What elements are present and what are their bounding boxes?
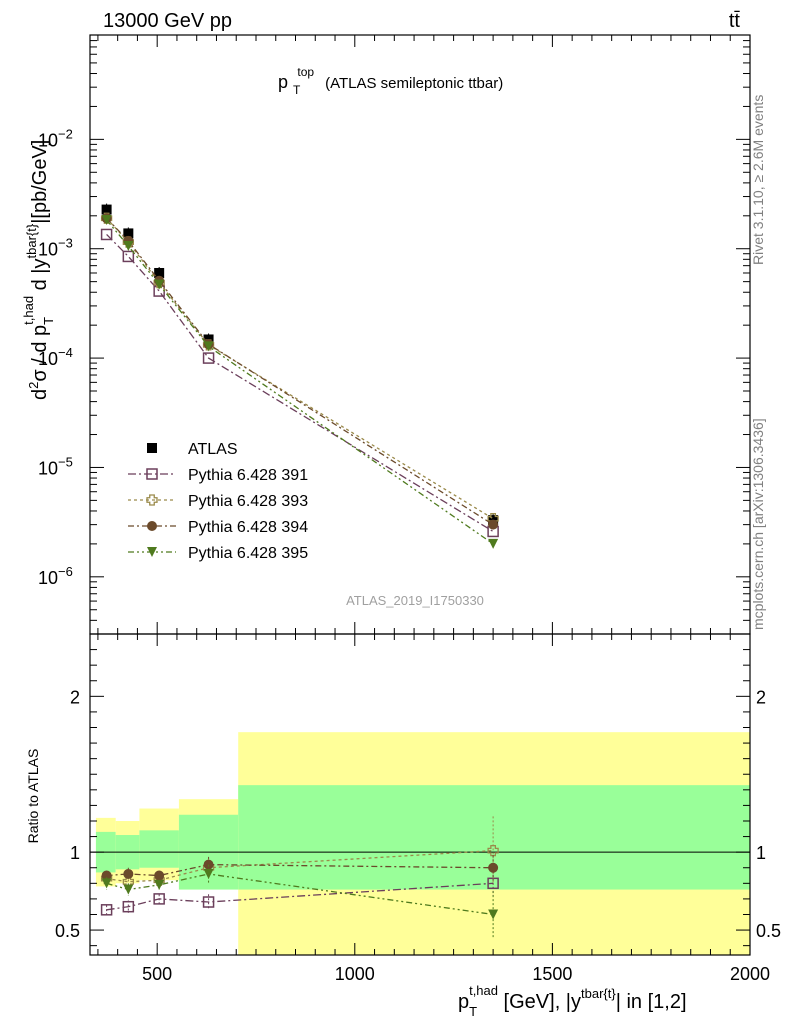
ratio-series-p391 bbox=[100, 870, 499, 916]
ratio-y-tick-label-right: 2 bbox=[756, 687, 766, 707]
ratio-point-p394 bbox=[101, 870, 112, 881]
ratio-y-tick-label: 1 bbox=[70, 843, 80, 863]
y-tick-label: 10−2 bbox=[38, 126, 73, 150]
ratio-point-p395 bbox=[101, 878, 112, 889]
legend-marker-atlas bbox=[147, 443, 157, 453]
point-atlas bbox=[154, 267, 165, 278]
ratio-frame bbox=[89, 633, 751, 956]
legend: ATLAS Pythia 6.428 391 Pythia 6.428 393 Pyt… bbox=[128, 441, 308, 562]
ratio-point-p391 bbox=[202, 896, 215, 908]
plot-title: p T top (ATLAS semileptonic ttbar) bbox=[278, 60, 503, 98]
band-inner-2 bbox=[139, 830, 179, 868]
point-p395 bbox=[488, 538, 499, 549]
y-tick-label: 10−3 bbox=[38, 236, 73, 260]
title-sup: top bbox=[297, 65, 314, 79]
legend-item-atlas: ATLAS bbox=[147, 441, 238, 458]
ratio-point-p394 bbox=[154, 870, 165, 881]
legend-marker-p393 bbox=[146, 494, 158, 506]
point-p391 bbox=[202, 352, 215, 364]
series-p395 bbox=[101, 215, 499, 549]
x-axis-title: pTt,had [GeV], |ytbar{t}| in [1,2] bbox=[458, 983, 687, 1019]
legend-marker-p394 bbox=[147, 521, 157, 531]
point-p395 bbox=[203, 341, 214, 352]
process-label: tt̄ bbox=[729, 10, 741, 32]
legend-label-p393: Pythia 6.428 393 bbox=[188, 493, 308, 510]
legend-label-p394: Pythia 6.428 394 bbox=[188, 519, 308, 536]
ratio-point-p391 bbox=[100, 904, 113, 916]
ratio-uncertainty-bands bbox=[95, 732, 750, 955]
point-atlas bbox=[123, 228, 134, 239]
ratio-point-p391 bbox=[487, 877, 499, 890]
band-inner-4 bbox=[238, 785, 750, 890]
legend-item-p395: Pythia 6.428 395 bbox=[128, 545, 308, 562]
x-tick-label: 1000 bbox=[335, 964, 375, 984]
x-tick-label: 1500 bbox=[532, 964, 572, 984]
legend-label-atlas: ATLAS bbox=[188, 441, 238, 458]
title-sub: T bbox=[293, 83, 301, 97]
ratio-series-p395 bbox=[101, 864, 499, 938]
legend-item-p394: Pythia 6.428 394 bbox=[128, 519, 308, 536]
x-tick-label: 500 bbox=[142, 964, 172, 984]
point-p394 bbox=[488, 519, 499, 530]
ratio-y-axis-title: Ratio to ATLAS bbox=[25, 749, 41, 844]
ratio-point-p395 bbox=[154, 879, 165, 890]
legend-label-p391: Pythia 6.428 391 bbox=[188, 467, 308, 484]
series-line-p395 bbox=[106, 219, 494, 545]
axes: 500 1000 1500 2000 10−6 10−5 10−4 10−3 10−2 0.5 0.… bbox=[38, 34, 781, 984]
point-atlas bbox=[101, 204, 112, 215]
y-tick-label: 10−5 bbox=[38, 454, 73, 478]
legend-item-p393: Pythia 6.428 393 bbox=[128, 493, 308, 510]
x-tick-label: 2000 bbox=[730, 964, 770, 984]
title-main: p bbox=[278, 72, 288, 92]
main-series bbox=[100, 203, 499, 549]
series-line-p391 bbox=[106, 234, 494, 532]
ratio-point-p393 bbox=[487, 844, 499, 857]
ratio-series bbox=[100, 816, 499, 938]
ratio-point-p395 bbox=[203, 868, 214, 879]
ratio-point-p391 bbox=[153, 893, 165, 905]
mcplots-label: mcplots.cern.ch [arXiv:1306.3436] bbox=[750, 418, 766, 630]
energy-label: 13000 GeV pp bbox=[103, 10, 232, 32]
point-p395 bbox=[101, 215, 112, 226]
point-p395 bbox=[154, 279, 165, 290]
point-p391 bbox=[100, 228, 113, 241]
ratio-y-tick-label-right: 0.5 bbox=[756, 921, 781, 941]
ratio-point-p394 bbox=[123, 868, 134, 879]
ratio-y-tick-label: 2 bbox=[70, 687, 80, 707]
legend-marker-p395 bbox=[147, 547, 157, 557]
ratio-point-p391 bbox=[122, 900, 135, 913]
y-tick-label: 10−4 bbox=[38, 345, 73, 369]
title-rest: (ATLAS semileptonic ttbar) bbox=[325, 75, 503, 92]
ratio-point-p394 bbox=[488, 862, 499, 873]
svg-text:pTt,had [GeV], |ytbar{t}| in [: pTt,had [GeV], |ytbar{t}| in [1,2] bbox=[458, 983, 687, 1019]
ratio-line-p393 bbox=[106, 849, 494, 883]
point-p395 bbox=[123, 240, 134, 251]
legend-label-p395: Pythia 6.428 395 bbox=[188, 545, 308, 562]
y-tick-label: 10−6 bbox=[38, 564, 73, 588]
ratio-point-p395 bbox=[488, 909, 499, 920]
legend-item-p391: Pythia 6.428 391 bbox=[128, 467, 308, 484]
legend-marker-p391 bbox=[146, 468, 158, 480]
ratio-point-p395 bbox=[123, 884, 134, 895]
rivet-version-label: Rivet 3.1.10, ≥ 2.6M events bbox=[750, 95, 766, 265]
ratio-y-tick-label-right: 1 bbox=[756, 843, 766, 863]
ratio-y-tick-label: 0.5 bbox=[55, 921, 80, 941]
analysis-id: ATLAS_2019_I1750330 bbox=[346, 593, 484, 608]
point-p391 bbox=[122, 250, 135, 263]
